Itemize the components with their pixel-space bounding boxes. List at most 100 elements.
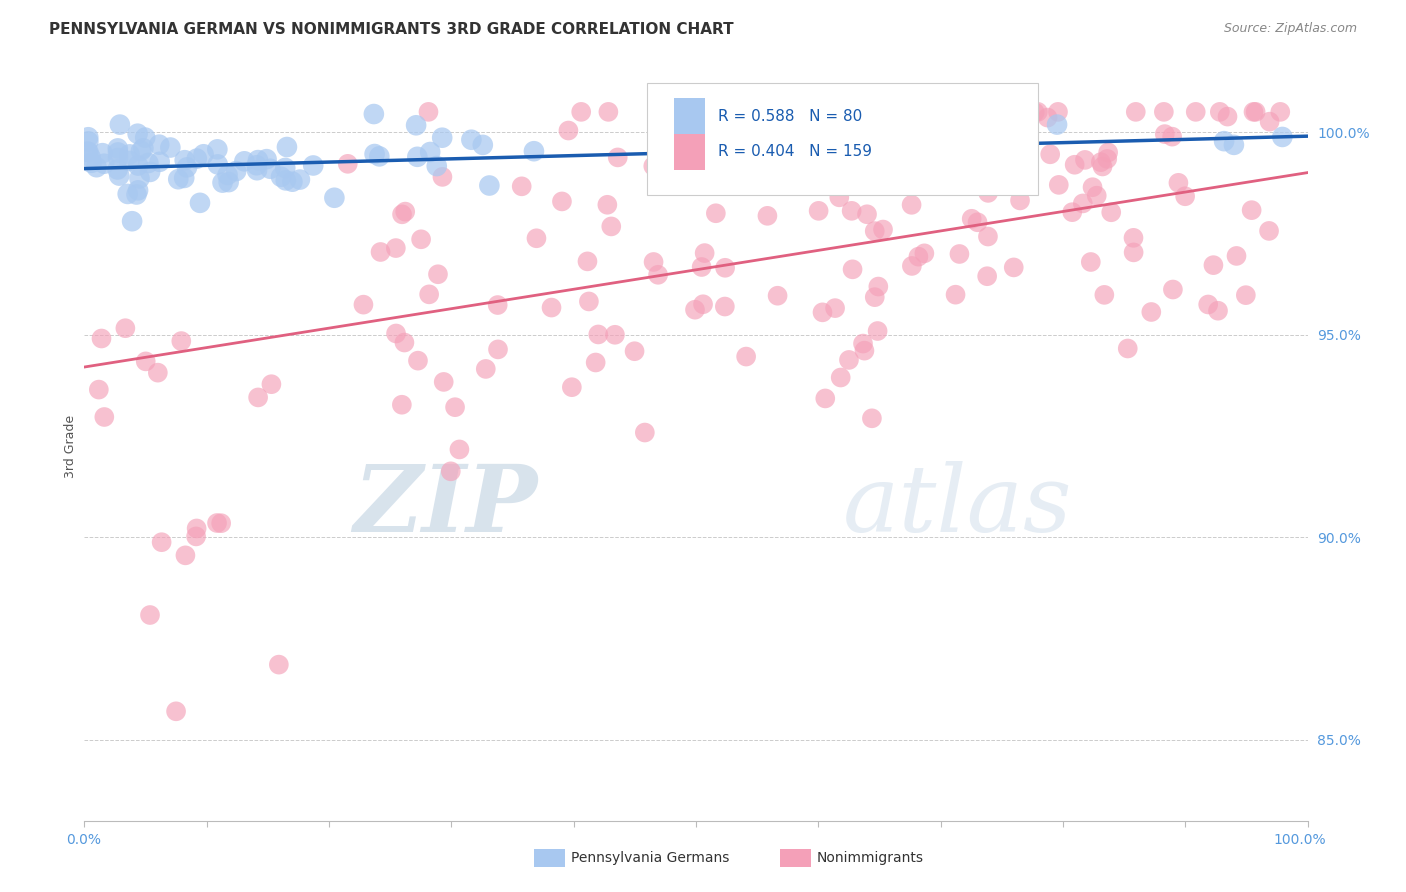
Point bbox=[634, 425, 657, 440]
Point bbox=[1039, 147, 1062, 161]
Point bbox=[1240, 203, 1263, 218]
Point bbox=[1213, 134, 1236, 148]
Point bbox=[363, 107, 385, 121]
Point bbox=[912, 246, 935, 260]
Point bbox=[960, 211, 983, 226]
Point bbox=[270, 169, 292, 184]
Point bbox=[1197, 297, 1219, 311]
Point bbox=[900, 198, 922, 212]
Text: Pennsylvania Germans: Pennsylvania Germans bbox=[571, 851, 730, 865]
Point bbox=[274, 161, 297, 175]
Point bbox=[714, 300, 737, 314]
Point bbox=[979, 160, 1001, 174]
Point bbox=[557, 123, 579, 137]
Point bbox=[814, 160, 837, 174]
Point bbox=[405, 118, 427, 132]
Point bbox=[418, 287, 440, 301]
Point bbox=[1243, 104, 1265, 119]
Point bbox=[1046, 118, 1069, 132]
Y-axis label: 3rd Grade: 3rd Grade bbox=[65, 415, 77, 477]
Point bbox=[540, 301, 562, 315]
Point bbox=[118, 147, 141, 161]
Point bbox=[1122, 231, 1144, 245]
Point bbox=[184, 529, 207, 543]
Point bbox=[108, 118, 131, 132]
Point bbox=[87, 383, 110, 397]
Point bbox=[247, 391, 270, 405]
Point bbox=[1036, 111, 1059, 125]
Text: ZIP: ZIP bbox=[353, 461, 537, 551]
Point bbox=[1140, 305, 1163, 319]
Point bbox=[77, 145, 100, 159]
Point bbox=[872, 222, 894, 236]
Point bbox=[704, 206, 727, 220]
Point bbox=[817, 170, 839, 185]
Point bbox=[256, 152, 278, 166]
Point bbox=[176, 161, 198, 175]
Point bbox=[205, 516, 228, 530]
Point bbox=[134, 130, 156, 145]
Point bbox=[129, 144, 152, 158]
Point bbox=[352, 298, 374, 312]
Point bbox=[207, 142, 229, 156]
Point bbox=[1024, 105, 1046, 120]
Point bbox=[139, 607, 162, 622]
Point bbox=[1090, 155, 1112, 169]
Point bbox=[853, 343, 876, 358]
Point bbox=[385, 326, 408, 341]
Point bbox=[121, 214, 143, 228]
Point bbox=[948, 247, 970, 261]
Point bbox=[391, 398, 413, 412]
Point bbox=[108, 169, 131, 183]
Point bbox=[418, 104, 440, 119]
Point bbox=[766, 289, 789, 303]
Point bbox=[90, 331, 112, 345]
Point bbox=[907, 250, 929, 264]
Point bbox=[276, 140, 298, 154]
Point bbox=[411, 232, 433, 246]
Point bbox=[946, 138, 969, 153]
Point bbox=[246, 153, 269, 167]
Point bbox=[1161, 283, 1184, 297]
Point bbox=[1216, 110, 1239, 124]
FancyBboxPatch shape bbox=[673, 98, 704, 135]
Point bbox=[983, 104, 1005, 119]
Point bbox=[76, 145, 98, 159]
Point bbox=[218, 175, 240, 189]
Point bbox=[173, 153, 195, 168]
Point bbox=[406, 353, 429, 368]
Point bbox=[77, 134, 100, 148]
Point bbox=[838, 353, 860, 368]
Point bbox=[1097, 145, 1119, 160]
Point bbox=[994, 150, 1017, 164]
Point bbox=[720, 176, 742, 190]
Point bbox=[807, 203, 830, 218]
Point bbox=[569, 104, 592, 119]
Point bbox=[135, 354, 157, 368]
Point bbox=[1167, 176, 1189, 190]
Point bbox=[901, 259, 924, 273]
Point bbox=[1116, 342, 1139, 356]
Point bbox=[188, 195, 211, 210]
Point bbox=[246, 163, 269, 178]
Point bbox=[735, 350, 758, 364]
Point bbox=[475, 362, 498, 376]
Point bbox=[128, 171, 150, 186]
Point bbox=[118, 153, 141, 168]
Point bbox=[976, 269, 998, 284]
Point bbox=[385, 241, 408, 255]
Point bbox=[865, 127, 887, 141]
Point bbox=[576, 254, 599, 268]
Point bbox=[1085, 188, 1108, 202]
Point bbox=[852, 336, 875, 351]
Point bbox=[1153, 104, 1175, 119]
Point bbox=[866, 324, 889, 338]
Point bbox=[551, 194, 574, 209]
Point bbox=[868, 279, 890, 293]
Point bbox=[174, 549, 197, 563]
Point bbox=[692, 297, 714, 311]
Point bbox=[1125, 104, 1147, 119]
Point bbox=[449, 442, 471, 457]
Point bbox=[1074, 153, 1097, 167]
Point bbox=[173, 170, 195, 185]
